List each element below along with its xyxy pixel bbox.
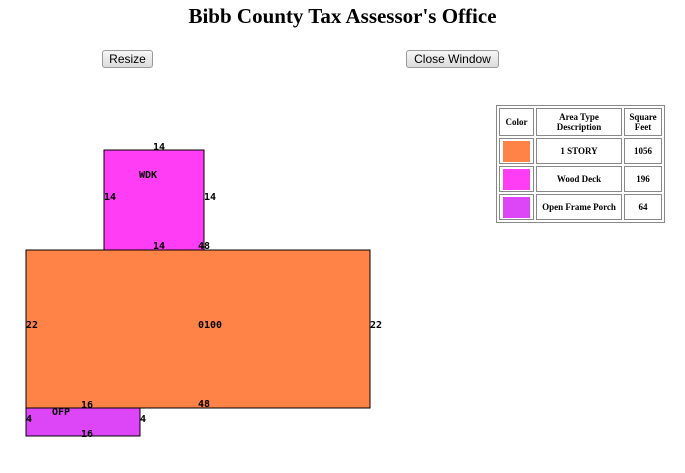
main-right-dimension: 22 — [370, 320, 382, 331]
legend-row: Open Frame Porch 64 — [499, 194, 662, 220]
deck-code-label: WDK — [139, 170, 157, 181]
main-bottom-dimension: 48 — [198, 399, 210, 410]
deck-right-dimension: 14 — [204, 192, 216, 203]
legend-header-description: Area Type Description — [536, 108, 622, 136]
legend-header-square-feet: Square Feet — [624, 108, 662, 136]
legend-row: Wood Deck 196 — [499, 166, 662, 192]
main-code-label: 0100 — [198, 320, 222, 331]
legend-square-feet-cell: 196 — [624, 166, 662, 192]
close-window-button[interactable]: Close Window — [406, 50, 499, 68]
legend-description-cell: Open Frame Porch — [536, 194, 622, 220]
wood-deck-area — [103, 149, 205, 251]
legend-header-row: Color Area Type Description Square Feet — [499, 108, 662, 136]
color-swatch — [503, 168, 530, 190]
legend-description-cell: 1 STORY — [536, 138, 622, 164]
porch-right-dimension: 4 — [140, 414, 146, 425]
porch-bottom-dimension: 16 — [81, 429, 93, 440]
deck-top-dimension: 14 — [153, 142, 165, 153]
legend-color-cell — [499, 194, 534, 220]
porch-left-dimension: 4 — [26, 414, 32, 425]
legend-square-feet-cell: 1056 — [624, 138, 662, 164]
resize-button[interactable]: Resize — [102, 50, 153, 68]
porch-code-label: OFP — [52, 407, 70, 418]
one-story-area — [25, 249, 371, 409]
legend-square-feet-cell: 64 — [624, 194, 662, 220]
legend-color-cell — [499, 138, 534, 164]
legend-description-cell: Wood Deck — [536, 166, 622, 192]
legend-header-color: Color — [499, 108, 534, 136]
legend-color-cell — [499, 166, 534, 192]
porch-top-dimension: 16 — [81, 400, 93, 411]
color-swatch — [503, 196, 530, 218]
main-left-dimension: 22 — [26, 320, 38, 331]
page-title: Bibb County Tax Assessor's Office — [188, 4, 497, 28]
legend-row: 1 STORY 1056 — [499, 138, 662, 164]
open-frame-porch-area — [25, 407, 141, 437]
area-legend-table: Color Area Type Description Square Feet … — [496, 105, 665, 223]
color-swatch — [503, 140, 530, 162]
deck-bottom-dimension: 14 — [153, 241, 165, 252]
deck-left-dimension: 14 — [104, 192, 116, 203]
main-top-dimension: 48 — [198, 241, 210, 252]
